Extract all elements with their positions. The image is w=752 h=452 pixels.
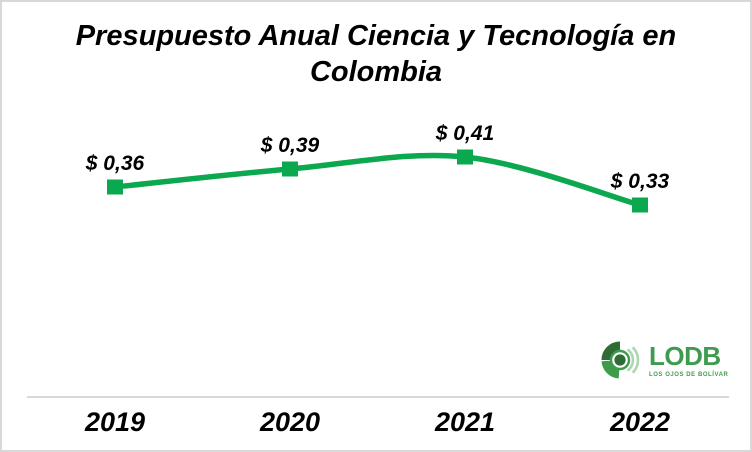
x-axis-label: 2021	[434, 407, 495, 437]
lodb-logo-tagline: LOS OJOS DE BOLÍVAR	[649, 371, 729, 378]
lodb-logo-name: LODB	[649, 340, 721, 371]
data-point-marker[interactable]	[632, 197, 648, 213]
logo-arc-light-outer	[631, 346, 640, 374]
x-axis-label: 2020	[259, 407, 320, 437]
x-axis-label: 2019	[84, 407, 145, 437]
data-point-label: $ 0,36	[85, 152, 145, 175]
data-point-label: $ 0,41	[435, 122, 494, 145]
line-series	[112, 152, 643, 208]
chart-title-line-2: Colombia	[309, 56, 443, 88]
data-point-label: $ 0,33	[610, 170, 670, 193]
lodb-logo: LODB LOS OJOS DE BOLÍVAR	[598, 338, 728, 382]
data-point-marker[interactable]	[107, 179, 123, 195]
lodb-logo-icon	[601, 341, 640, 379]
chart-title-line-1: Presupuesto Anual Ciencia y Tecnología e…	[75, 20, 677, 52]
lodb-logo-text: LODB LOS OJOS DE BOLÍVAR	[649, 343, 728, 378]
logo-arc-dark	[601, 341, 621, 361]
data-point-label: $ 0,39	[260, 134, 320, 157]
x-axis-label: 2022	[609, 407, 670, 437]
logo-eye-ring	[609, 349, 631, 371]
logo-arc-mid	[601, 360, 620, 379]
logo-arc-light-inner	[626, 348, 635, 372]
logo-eye-pupil	[614, 354, 626, 366]
chart-title: Presupuesto Anual Ciencia y Tecnología e…	[2, 18, 750, 90]
data-point-marker[interactable]	[457, 149, 473, 165]
data-point-marker[interactable]	[282, 161, 298, 177]
